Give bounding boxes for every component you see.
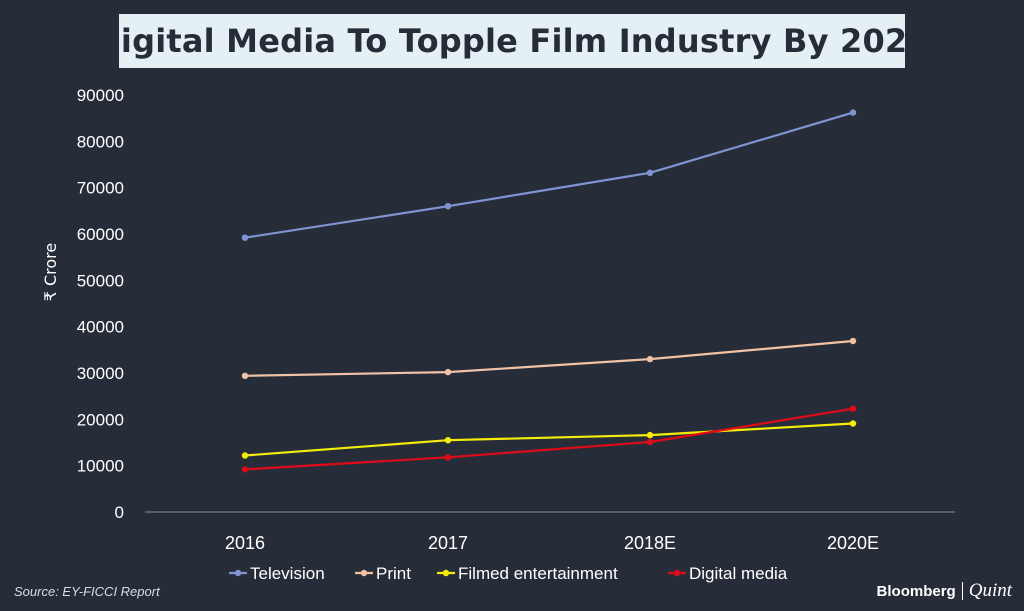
data-point [646,355,654,363]
series-line [244,407,854,471]
chart-title: Digital Media To Topple Film Industry By… [94,22,930,60]
data-point [849,109,857,116]
y-axis-label: ₹ Crore [41,243,60,302]
data-point [646,169,654,176]
data-point [444,437,452,444]
x-tick-label: 2016 [225,533,265,553]
y-tick-label: 30000 [77,364,124,383]
brand-logo: Bloomberg Quint [877,580,1012,602]
data-point [241,234,249,241]
data-point [849,405,857,412]
legend-swatch-marker [442,569,450,577]
series-line [244,339,854,377]
x-tick-label: 2020E [827,533,879,553]
series-line [244,111,854,239]
data-point [444,203,452,210]
y-tick-label: 40000 [77,318,124,337]
legend-label: Filmed entertainment [458,564,618,583]
data-point [444,368,452,376]
data-point [849,337,857,345]
x-tick-label: 2018E [624,533,676,553]
data-point [241,372,249,379]
brand-divider [961,582,963,600]
data-point [241,452,249,459]
legend-label: Print [376,564,411,583]
y-tick-label: 50000 [77,271,124,290]
series-line [244,422,854,457]
brand-secondary: Quint [968,580,1012,601]
legend-swatch-marker [673,569,681,577]
x-tick-label: 2017 [428,533,468,553]
y-tick-label: 90000 [77,86,124,105]
y-tick-label: 80000 [77,132,124,151]
legend-swatch-marker [234,569,242,577]
legend-label: Television [250,564,325,583]
y-tick-label: 0 [115,503,124,522]
chart-title-box: Digital Media To Topple Film Industry By… [94,14,930,68]
source-note: Source: EY-FICCI Report [14,584,160,599]
brand-primary: Bloomberg [876,582,956,600]
y-tick-label: 70000 [77,179,124,198]
legend-swatch-marker [360,569,368,577]
y-tick-label: 10000 [77,457,124,476]
legend-label: Digital media [689,564,788,583]
y-tick-label: 60000 [77,225,124,244]
data-point [444,454,452,461]
y-tick-label: 20000 [77,410,124,429]
data-point [646,438,654,446]
data-point [646,431,654,439]
data-point [241,466,249,473]
data-point [849,420,857,427]
